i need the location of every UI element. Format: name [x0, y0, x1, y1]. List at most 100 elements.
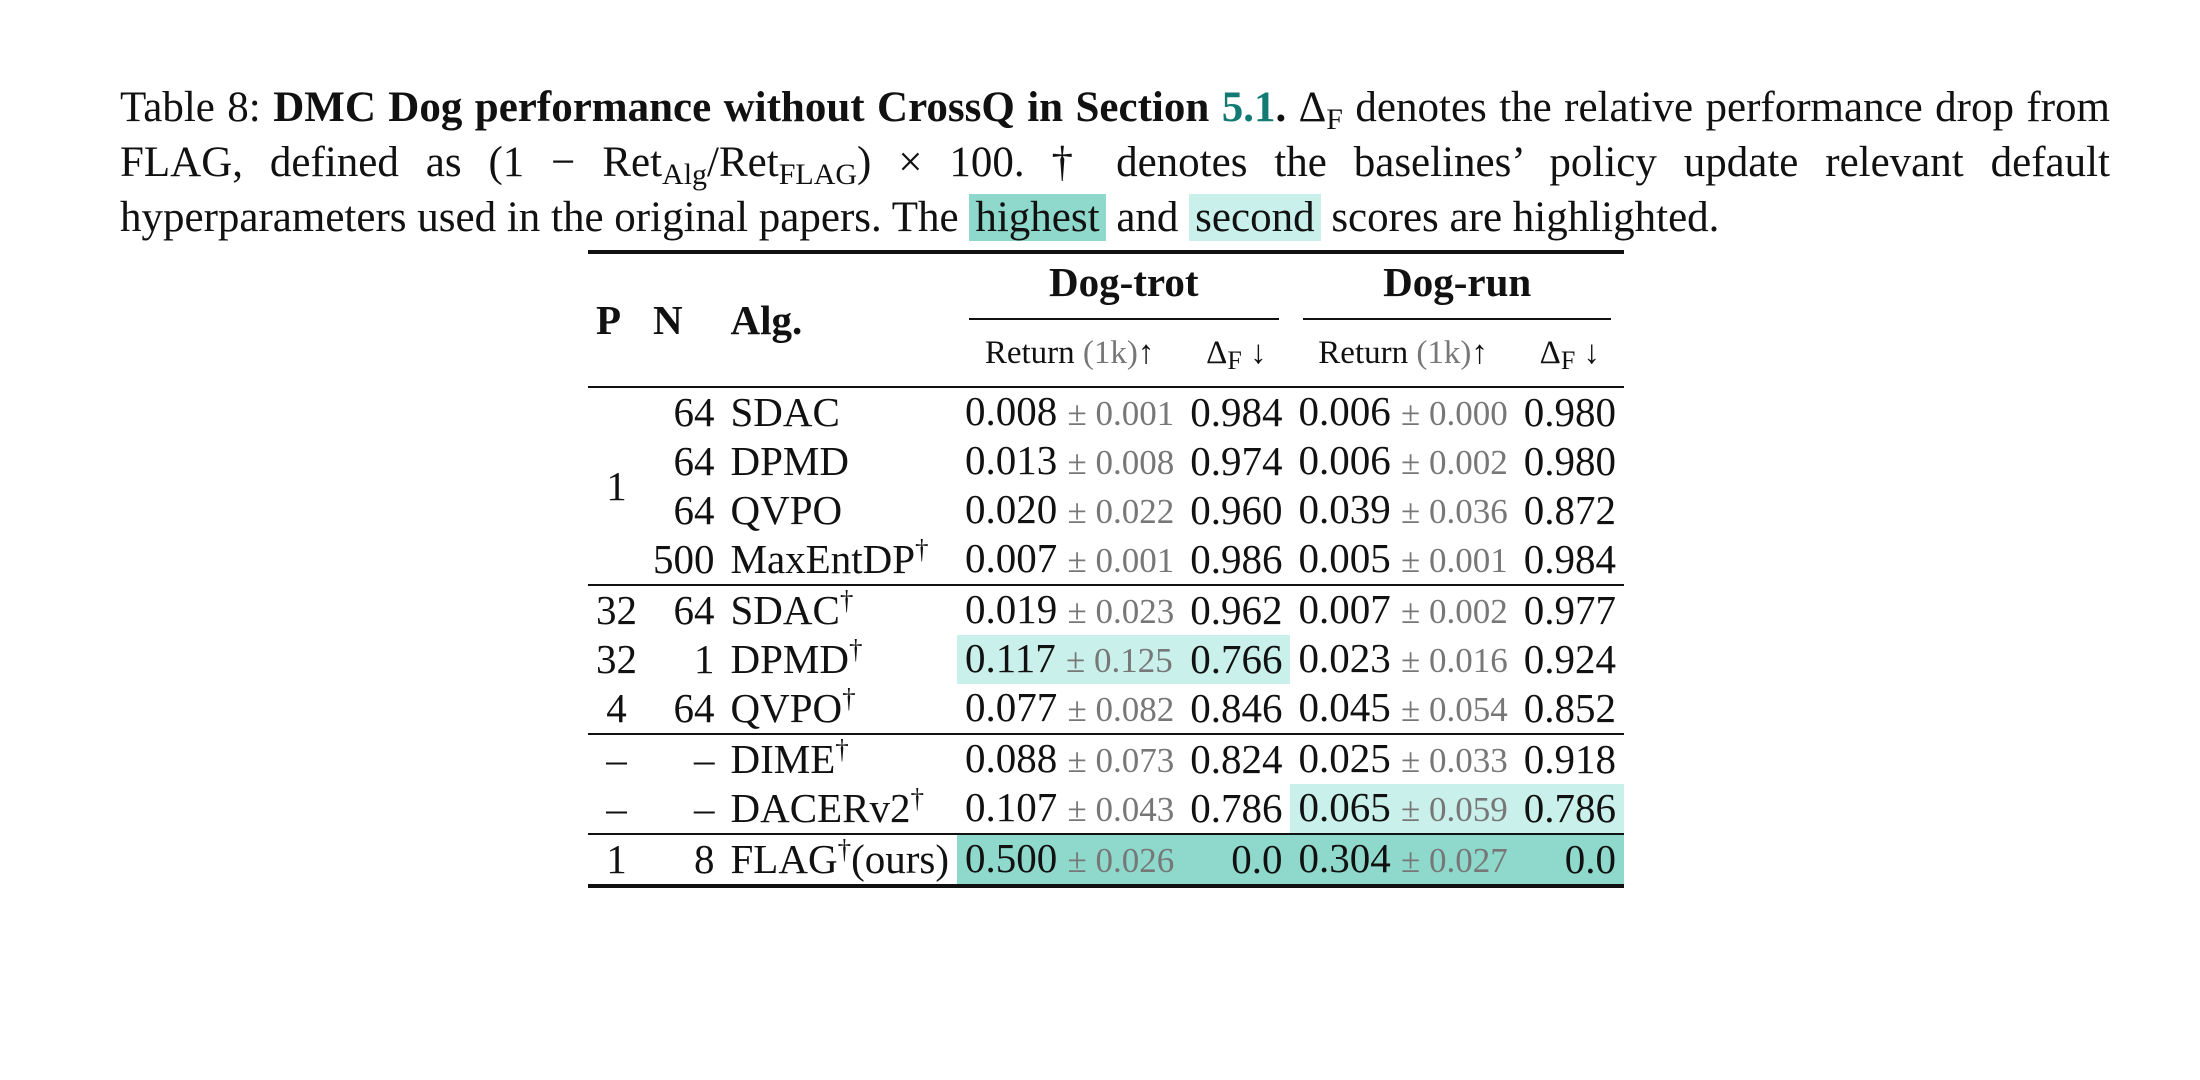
cell-alg: MaxEntDP†: [730, 534, 929, 582]
table-row: – – DACERv2† 0.107 ± 0.043 0.786 0.065 ±…: [588, 784, 1624, 834]
cell-trot-delta: 0.960: [1190, 487, 1283, 533]
table-row: 64 QVPO 0.020 ± 0.022 0.960 0.039 ± 0.03…: [588, 486, 1624, 535]
cell-run-return: 0.007 ± 0.002: [1290, 584, 1516, 635]
cell-n: –: [645, 733, 723, 784]
cell-trot-delta: 0.984: [1190, 389, 1283, 435]
cell-run-delta: 0.980: [1523, 389, 1616, 435]
table-row: 64 DPMD 0.013 ± 0.008 0.974 0.006 ± 0.00…: [588, 437, 1624, 486]
cell-n: –: [694, 785, 715, 831]
cell-alg: DACERv2†: [730, 783, 924, 831]
cell-run-delta: 0.984: [1523, 536, 1616, 582]
header-trot-delta: ΔF ↓: [1206, 334, 1267, 375]
cell-run-return: 0.045 ± 0.054: [1298, 684, 1508, 730]
cell-trot-return: 0.020 ± 0.022: [965, 486, 1175, 532]
cell-p: 1: [606, 462, 627, 509]
cell-run-return: 0.006 ± 0.000: [1298, 388, 1508, 434]
header-trot-return: Return (1k)↑: [984, 334, 1155, 371]
header-run-return: Return (1k)↑: [1318, 334, 1488, 371]
header-n: N: [653, 297, 683, 343]
table-row: 32 1 DPMD† 0.117 ± 0.125 0.766 0.023 ± 0…: [588, 635, 1624, 684]
cell-run-return: 0.039 ± 0.036: [1298, 486, 1508, 532]
caption-text-3: ) × 100. † denotes the baselines’ policy…: [120, 139, 2110, 241]
table-row: 32 64 SDAC† 0.019 ± 0.023 0.962 0.007 ± …: [588, 584, 1624, 635]
cell-run-return: 0.025 ± 0.033: [1290, 733, 1516, 784]
cell-alg: QVPO: [730, 487, 843, 533]
cell-trot-return: 0.077 ± 0.082: [965, 684, 1175, 730]
cell-run-return-highest: 0.304 ± 0.027: [1290, 833, 1516, 886]
cell-run-delta: 0.918: [1515, 733, 1624, 784]
cell-trot-return: 0.019 ± 0.023: [957, 584, 1183, 635]
table-row: – – DIME† 0.088 ± 0.073 0.824 0.025 ± 0.…: [588, 733, 1624, 784]
alg-subscript: Alg: [662, 158, 708, 191]
cell-trot-return: 0.013 ± 0.008: [965, 437, 1175, 483]
cell-n: 64: [673, 685, 715, 731]
cell-run-delta-highest: 0.0: [1515, 833, 1624, 886]
second-highlight-sample: second: [1189, 194, 1321, 241]
cell-trot-return: 0.088 ± 0.073: [957, 733, 1183, 784]
cell-trot-delta: 0.962: [1182, 584, 1291, 635]
cell-trot-return-highest: 0.500 ± 0.026: [957, 833, 1183, 886]
highest-highlight-sample: highest: [969, 194, 1106, 241]
cell-n: 1: [694, 636, 715, 682]
cell-p: 32: [596, 636, 637, 682]
header-dog-trot: Dog-trot: [957, 252, 1290, 320]
section-ref-link[interactable]: 5.1: [1221, 84, 1276, 131]
cell-p: 4: [606, 685, 627, 731]
caption-text-4: scores are highlighted.: [1320, 194, 1720, 241]
caption-and: and: [1105, 194, 1190, 241]
caption-prefix: Table 8:: [120, 84, 274, 131]
cell-run-delta: 0.924: [1523, 636, 1616, 682]
table-row-flag: 1 8 FLAG†(ours) 0.500 ± 0.026 0.0 0.304 …: [588, 833, 1624, 886]
cell-trot-delta-highest: 0.0: [1182, 833, 1291, 886]
cell-alg: DPMD: [730, 438, 849, 484]
cell-alg: FLAG†(ours): [722, 833, 957, 886]
delta-subscript: F: [1326, 103, 1343, 136]
header-run-delta: ΔF ↓: [1539, 334, 1601, 375]
cell-trot-delta-second: 0.766: [1182, 635, 1291, 684]
cell-n: 64: [645, 584, 723, 635]
cell-alg: SDAC†: [722, 584, 957, 635]
delta-symbol: Δ: [1298, 84, 1327, 131]
table-caption: Table 8: DMC Dog performance without Cro…: [120, 80, 2110, 245]
header-alg: Alg.: [730, 297, 803, 343]
cell-trot-return: 0.008 ± 0.001: [965, 388, 1175, 434]
header-p: P: [596, 297, 622, 343]
table-row: 4 64 QVPO† 0.077 ± 0.082 0.846 0.045 ± 0…: [588, 684, 1624, 734]
cell-trot-return-second: 0.117 ± 0.125: [957, 635, 1183, 684]
cell-trot-return: 0.007 ± 0.001: [965, 535, 1175, 581]
cell-run-delta-second: 0.786: [1515, 784, 1624, 834]
cell-run-delta: 0.977: [1515, 584, 1624, 635]
cell-run-delta: 0.872: [1523, 487, 1616, 533]
table-row: 1 64 SDAC 0.008 ± 0.001 0.984 0.006 ± 0.…: [588, 387, 1624, 509]
flag-subscript: FLAG: [778, 158, 858, 191]
cell-n: 64: [673, 487, 715, 533]
cell-n: 500: [653, 536, 715, 582]
caption-text-2: /Ret: [707, 139, 779, 186]
cell-trot-delta: 0.986: [1190, 536, 1283, 582]
cell-alg: QVPO†: [730, 683, 856, 731]
cell-trot-delta: 0.974: [1190, 438, 1283, 484]
cell-alg: SDAC: [730, 389, 840, 435]
cell-alg: DPMD†: [730, 634, 863, 682]
cell-p: 32: [588, 584, 645, 635]
cell-p: 1: [588, 833, 645, 886]
caption-title: DMC Dog performance without CrossQ in Se…: [273, 84, 1287, 131]
cell-n: 64: [673, 438, 715, 484]
table-row: 500 MaxEntDP† 0.007 ± 0.001 0.986 0.005 …: [588, 535, 1624, 585]
cell-p: –: [588, 733, 645, 784]
cell-n: 64: [673, 389, 715, 435]
cell-run-return-second: 0.065 ± 0.059: [1290, 784, 1516, 834]
header-dog-run: Dog-run: [1290, 252, 1623, 320]
cell-run-delta: 0.852: [1523, 685, 1616, 731]
cell-run-delta: 0.980: [1523, 438, 1616, 484]
caption-text-1: denotes the relative performance drop fr…: [120, 84, 2111, 186]
cell-trot-delta: 0.786: [1190, 785, 1283, 831]
cell-run-return: 0.005 ± 0.001: [1298, 535, 1508, 581]
cell-trot-delta: 0.824: [1182, 733, 1291, 784]
cell-n: 8: [645, 833, 723, 886]
cell-run-return: 0.023 ± 0.016: [1298, 635, 1508, 681]
cell-trot-delta: 0.846: [1190, 685, 1283, 731]
cell-alg: DIME†: [722, 733, 957, 784]
results-table: P N Alg. Dog-trot Dog-run Return (1k)↑ Δ…: [588, 250, 1624, 888]
cell-trot-return: 0.107 ± 0.043: [965, 784, 1175, 830]
